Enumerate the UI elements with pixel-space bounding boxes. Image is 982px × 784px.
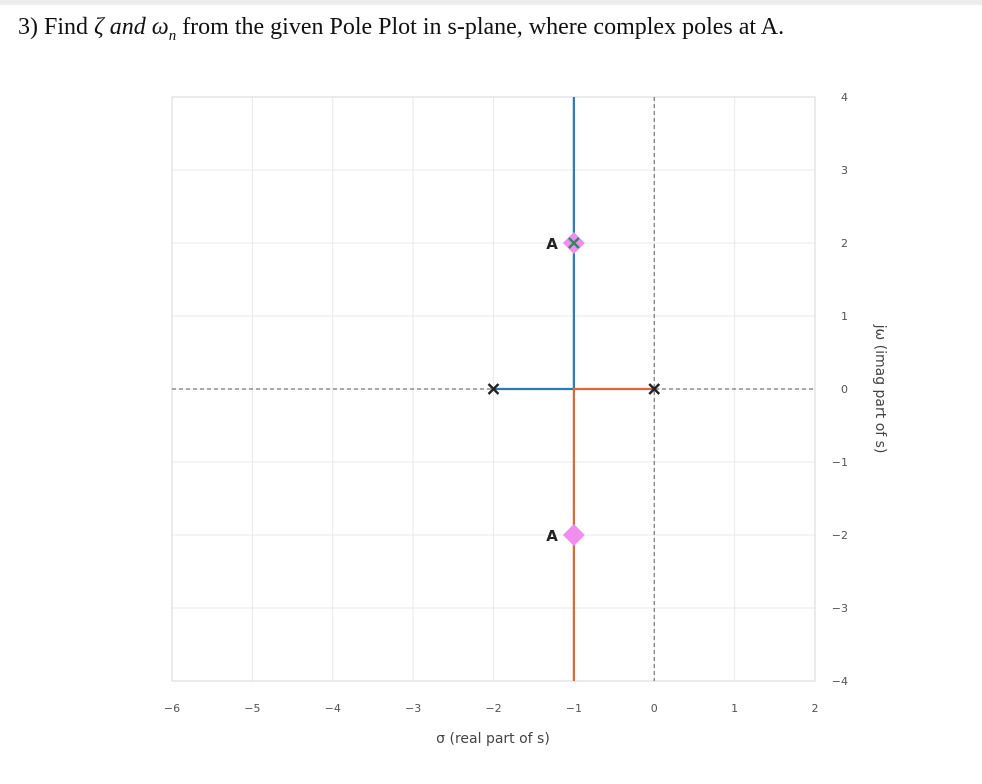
x-tick-label: −6 — [164, 702, 180, 715]
question-text: 3) Find ζ and ωn from the given Pole Plo… — [18, 14, 784, 45]
markers: AA — [487, 232, 661, 546]
and-word: and — [109, 14, 146, 40]
point-A-marker — [562, 524, 585, 546]
pole-x-marker — [568, 237, 580, 249]
y-tick-label: 2 — [841, 237, 848, 250]
x-tick-label: −5 — [244, 702, 260, 715]
y-tick-label: −2 — [832, 529, 848, 542]
root-locus — [493, 97, 655, 681]
zero-axes — [172, 97, 815, 681]
pole-x-stroke — [648, 383, 661, 395]
question-rest: from the given Pole Plot in s-plane, whe… — [182, 14, 785, 40]
question-number: 3) Find — [18, 14, 89, 40]
y-tick-labels: 4 3 2 1 0 −1 −2 −3 −4 — [832, 91, 848, 688]
x-tick-labels: −6 −5 −4 −3 −2 −1 0 1 2 — [164, 702, 819, 715]
pole-x-stroke — [568, 237, 580, 249]
y-axis-label: jω (imag part of s) — [872, 324, 888, 454]
y-tick-label: 1 — [841, 310, 848, 323]
y-tick-label: 0 — [841, 383, 848, 396]
y-tick-label: −1 — [832, 456, 848, 469]
y-tick-label: 4 — [841, 91, 848, 104]
zeta-symbol: ζ — [94, 14, 104, 40]
locus-branch-orange — [572, 387, 655, 681]
y-tick-label: −4 — [832, 675, 848, 688]
x-tick-label: −1 — [566, 702, 582, 715]
x-tick-label: −3 — [405, 702, 421, 715]
y-tick-label: 3 — [841, 164, 848, 177]
omega-symbol: ωn — [151, 14, 177, 44]
point-A-label: A — [546, 235, 558, 253]
x-tick-label: 2 — [812, 702, 819, 715]
pole-x-marker — [487, 383, 500, 395]
x-tick-label: −4 — [325, 702, 341, 715]
y-tick-label: −3 — [832, 602, 848, 615]
pole-x-marker — [648, 383, 661, 395]
x-tick-label: 1 — [731, 702, 738, 715]
x-tick-label: −2 — [485, 702, 501, 715]
point-A-label: A — [546, 527, 558, 545]
omega-subscript: n — [168, 27, 177, 44]
top-divider — [0, 0, 982, 5]
x-tick-label: 0 — [651, 702, 658, 715]
x-axis-label: σ (real part of s) — [436, 731, 550, 747]
pole-x-stroke — [487, 383, 500, 395]
